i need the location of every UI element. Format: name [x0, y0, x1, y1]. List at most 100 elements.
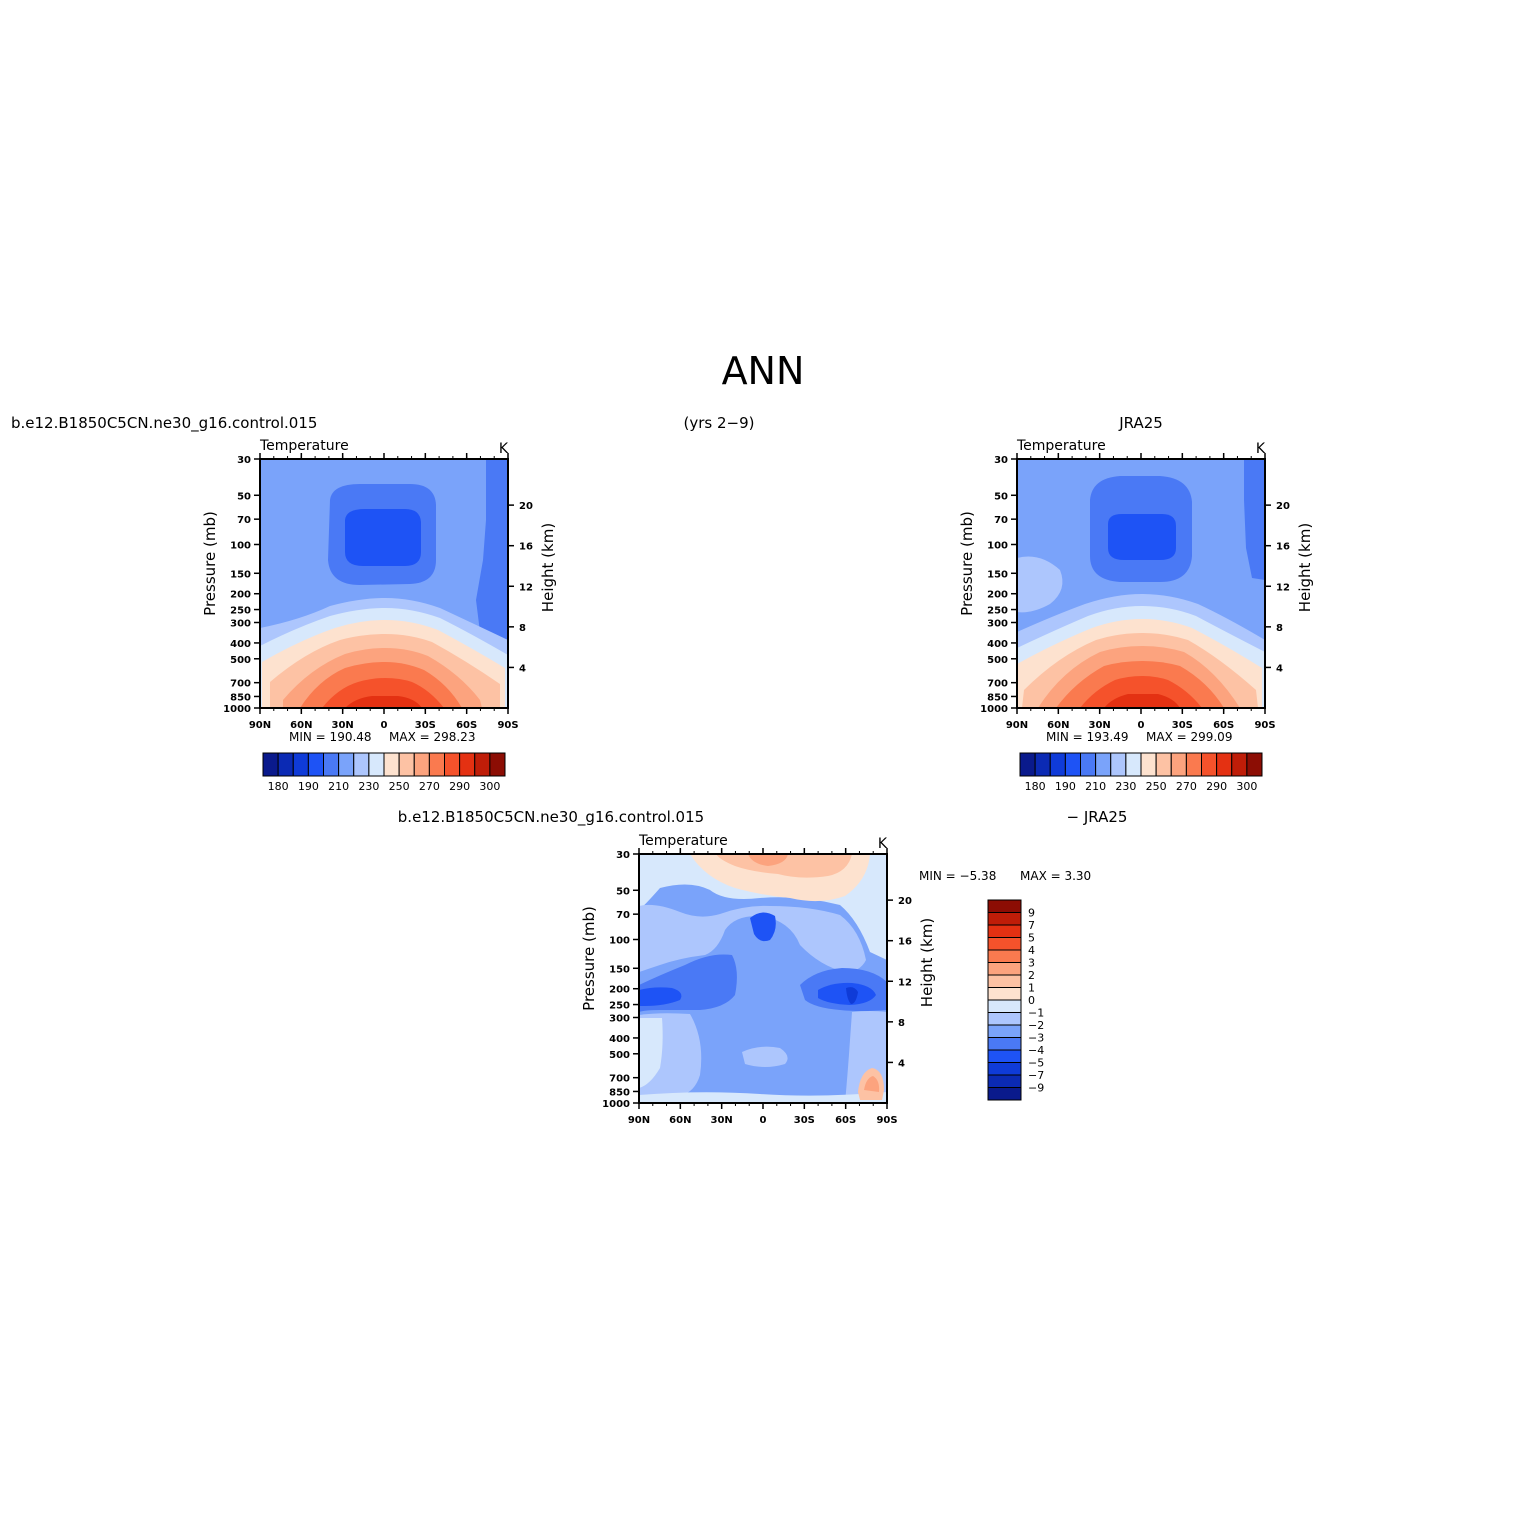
model-ylabel2: Height (km): [539, 523, 557, 612]
difference-ytick2-label: 16: [898, 937, 912, 948]
difference-colorbar-box: [987, 1074, 1022, 1088]
difference-colorbar-label: 7: [1028, 919, 1035, 932]
difference-colorbar-box: [987, 899, 1022, 913]
difference-colorbar-box: [987, 974, 1022, 988]
obs-title: Temperature: [1016, 438, 1106, 454]
diff-obs-label: − JRA25: [1067, 808, 1128, 826]
obs-axes: Temperature K 90N 60N 30N 0 30S 60S 90S 30 50 70 100…: [958, 438, 1314, 744]
model-colorbar-label: 250: [389, 780, 410, 793]
model-colorbar-label: 270: [419, 780, 440, 793]
model-colorbar-box: [353, 752, 370, 777]
obs-min-text: MIN = 193.49: [1046, 730, 1129, 744]
difference-colorbar-box: [987, 949, 1022, 963]
obs-panel: Temperature K 90N 60N 30N 0 30S 60S 90S 30 50 70 100…: [958, 438, 1314, 744]
obs-colorbar-box: [1080, 752, 1097, 777]
diff-fill-band-left-core: [639, 987, 682, 1006]
model-fill-pole-cold: [476, 459, 508, 640]
obs-xtick-label: 90N: [1006, 720, 1028, 731]
diff-fill-top-minus2: [639, 904, 866, 972]
obs-colorbar-box: [1201, 752, 1218, 777]
difference-ytick-label: 500: [609, 1050, 630, 1061]
model-xtick-label: 60N: [290, 720, 312, 731]
model-ytick-label: 700: [230, 679, 251, 690]
obs-name-label: JRA25: [1118, 414, 1163, 432]
difference-xtick-label: 60S: [835, 1115, 856, 1126]
model-ytick-label: 70: [237, 515, 251, 526]
model-xtick-label: 0: [381, 720, 388, 731]
difference-ylabel: Pressure (mb): [580, 906, 598, 1011]
obs-ytick-label: 500: [987, 655, 1008, 666]
difference-xtick-label: 60N: [669, 1115, 691, 1126]
difference-max-text: MAX = 3.30: [1020, 869, 1091, 883]
obs-ytick-label: 30: [994, 455, 1008, 466]
model-ytick-label: 500: [230, 655, 251, 666]
model-colorbar-box: [398, 752, 415, 777]
difference-colorbar-box: [987, 1049, 1022, 1063]
model-ylabel: Pressure (mb): [201, 511, 219, 616]
difference-colorbar-box: [987, 1024, 1022, 1038]
figure-title: ANN: [722, 349, 805, 393]
model-units: K: [499, 441, 509, 457]
model-colorbar-box: [262, 752, 279, 777]
difference-colorbar-box: [987, 1062, 1022, 1076]
obs-colorbar-box: [1216, 752, 1233, 777]
model-ytick-label: 50: [237, 491, 251, 502]
model-xtick-label: 90N: [249, 720, 271, 731]
model-max-text: MAX = 298.23: [389, 730, 475, 744]
obs-colorbar-label: 230: [1115, 780, 1136, 793]
difference-colorbar-label: 2: [1028, 969, 1035, 982]
obs-fill-pole-cold: [1244, 459, 1265, 580]
difference-colorbar-box: [987, 999, 1022, 1013]
obs-fill-pole-warm: [1017, 556, 1063, 613]
obs-max-text: MAX = 299.09: [1146, 730, 1232, 744]
model-colorbar-box: [428, 752, 445, 777]
difference-ytick2-label: 8: [898, 1018, 905, 1029]
obs-ytick-label: 300: [987, 619, 1008, 630]
model-fill-trop-core: [345, 509, 421, 566]
model-xtick-label: 30N: [332, 720, 354, 731]
model-colorbar-label: 190: [298, 780, 319, 793]
model-colorbar-box: [292, 752, 309, 777]
obs-xtick-label: 60S: [1213, 720, 1234, 731]
difference-ytick-label: 1000: [602, 1099, 630, 1110]
obs-ytick-label: 850: [987, 692, 1008, 703]
difference-ytick-label: 150: [609, 964, 630, 975]
difference-title: Temperature: [638, 833, 728, 849]
model-xtick-label: 60S: [456, 720, 477, 731]
difference-colorbar-label: −2: [1028, 1019, 1044, 1032]
diff-case-label: b.e12.B1850C5CN.ne30_g16.control.015: [398, 808, 704, 827]
difference-colorbar-box: [987, 912, 1022, 926]
obs-fill-trop-core: [1108, 514, 1176, 560]
obs-ytick-label: 150: [987, 569, 1008, 580]
difference-ytick2-label: 4: [898, 1058, 905, 1069]
difference-colorbar-box: [987, 1012, 1022, 1026]
diff-fill-lower-left-minus0: [639, 1018, 663, 1088]
difference-ytick-label: 100: [609, 935, 630, 946]
obs-ytick2-label: 20: [1276, 501, 1290, 512]
obs-colorbar-box: [1170, 752, 1187, 777]
obs-ytick-label: 70: [994, 515, 1008, 526]
diff-fill-top-warm2: [716, 854, 852, 878]
difference-contours: [639, 854, 887, 1103]
difference-colorbar-label: 5: [1028, 932, 1035, 945]
difference-colorbar-label: −9: [1028, 1082, 1044, 1095]
obs-colorbar-box: [1140, 752, 1157, 777]
obs-xtick-label: 60N: [1047, 720, 1069, 731]
difference-ylabel2: Height (km): [918, 918, 936, 1007]
difference-colorbar-label: 9: [1028, 907, 1035, 920]
obs-colorbar-box: [1246, 752, 1263, 777]
model-xtick-label: 90S: [497, 720, 518, 731]
obs-colorbar-label: 250: [1146, 780, 1167, 793]
model-fill-295: [345, 696, 422, 708]
difference-colorbar-box: [987, 924, 1022, 938]
model-ytick2-label: 20: [519, 501, 533, 512]
model-ytick-label: 1000: [223, 704, 251, 715]
difference-ytick-label: 300: [609, 1014, 630, 1025]
model-ytick-label: 200: [230, 590, 251, 601]
model-ytick-label: 850: [230, 692, 251, 703]
model-min-text: MIN = 190.48: [289, 730, 372, 744]
diff-fill-mid-minus1: [742, 1046, 788, 1067]
model-colorbar-box: [474, 752, 491, 777]
difference-colorbar-label: 0: [1028, 994, 1035, 1007]
